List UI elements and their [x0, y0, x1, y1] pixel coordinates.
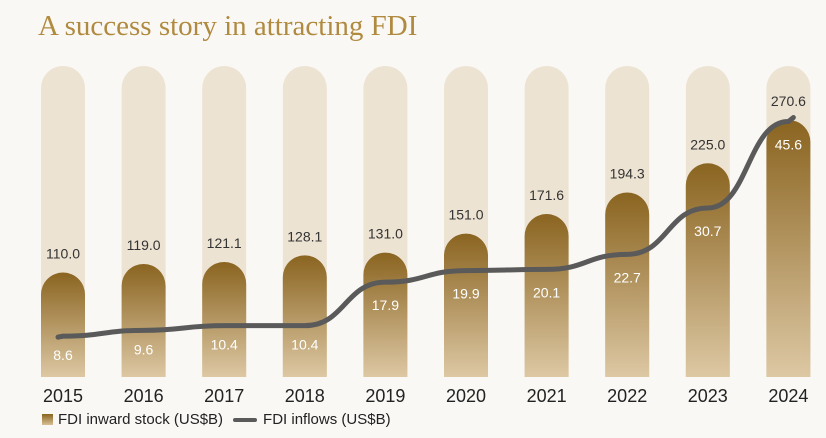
- inflow-value-label: 22.7: [614, 269, 641, 285]
- inflow-value-label: 45.6: [775, 137, 802, 153]
- x-tick-label: 2018: [285, 386, 325, 406]
- inflow-legend-line: [233, 417, 258, 422]
- stock-value-label: 121.1: [207, 235, 242, 251]
- legend: FDI inward stock (US$B) FDI inflows (US$…: [42, 411, 391, 428]
- stock-value-label: 171.6: [529, 187, 564, 203]
- stock-value-label: 225.0: [690, 136, 725, 152]
- inflow-value-label: 9.6: [134, 341, 154, 357]
- stock-bar: [766, 120, 811, 377]
- x-tick-label: 2016: [124, 386, 164, 406]
- stock-value-label: 131.0: [368, 226, 403, 242]
- inflow-value-label: 8.6: [53, 347, 73, 363]
- stock-bar: [524, 214, 569, 377]
- inflow-value-label: 20.1: [533, 284, 560, 300]
- stock-bar: [121, 263, 166, 377]
- stock-bar: [605, 192, 650, 377]
- x-tick-label: 2021: [527, 386, 567, 406]
- stock-value-label: 119.0: [127, 237, 161, 253]
- inflow-value-label: 30.7: [694, 223, 721, 239]
- stock-value-label: 128.1: [287, 228, 322, 244]
- inflow-value-label: 19.9: [452, 286, 479, 302]
- x-tick-label: 2022: [607, 386, 647, 406]
- stock-value-label: 151.0: [448, 207, 483, 223]
- stock-bar: [363, 252, 408, 377]
- chart-title: A success story in attracting FDI: [38, 10, 418, 42]
- x-tick-label: 2019: [365, 386, 405, 406]
- stock-value-label: 110.0: [46, 246, 80, 262]
- x-tick-label: 2017: [204, 386, 244, 406]
- stock-bar: [444, 233, 488, 377]
- stock-bar: [685, 163, 730, 377]
- inflow-value-label: 10.4: [291, 337, 318, 353]
- inflow-series-line: [55, 115, 796, 340]
- inflow-legend-label: FDI inflows (US$B): [263, 411, 391, 428]
- stock-value-label: 194.3: [610, 165, 645, 181]
- stock-value-label: 270.6: [771, 93, 806, 109]
- x-tick-label: 2023: [688, 386, 728, 406]
- stock-bar: [282, 255, 327, 377]
- x-tick-label: 2015: [43, 386, 83, 406]
- stock-bar: [41, 272, 85, 377]
- stock-legend-swatch: [42, 414, 53, 425]
- inflow-value-label: 10.4: [211, 337, 238, 353]
- x-tick-label: 2020: [446, 386, 486, 406]
- stock-bar: [202, 261, 247, 377]
- stock-legend-label: FDI inward stock (US$B): [58, 411, 224, 428]
- inflow-value-label: 17.9: [372, 297, 399, 313]
- fdi-chart: 110.0 119.0 121.1 128.1 131.0 151.0 171.6 194.3…: [41, 66, 811, 406]
- x-tick-label: 2024: [768, 386, 808, 406]
